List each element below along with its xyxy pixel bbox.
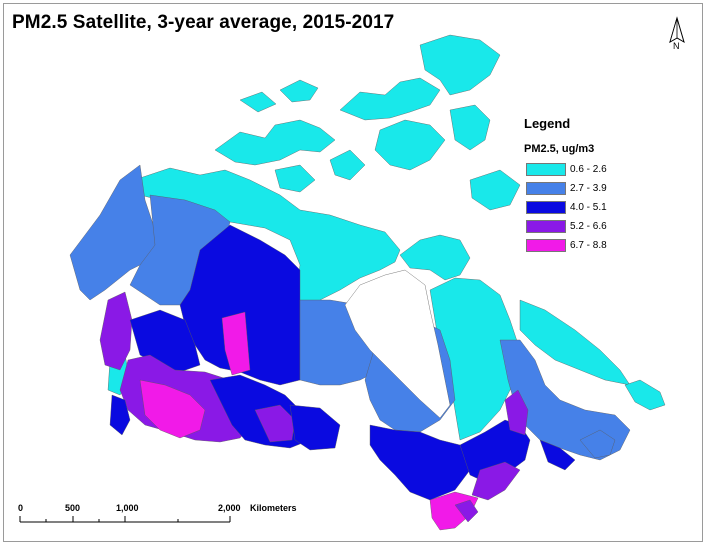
scale-tick-label: 1,000 [116,503,139,513]
map-title: PM2.5 Satellite, 3-year average, 2015-20… [12,12,395,33]
legend-label: 5.2 - 6.6 [570,221,607,232]
scale-bar-graphic [19,516,231,523]
scale-tick-label: 500 [65,503,81,513]
legend-title: Legend [524,116,571,131]
arctic-islands [214,34,521,211]
legend-swatch [526,182,566,195]
legend-label: 6.7 - 8.8 [570,240,607,251]
legend-label: 2.7 - 3.9 [570,183,607,194]
legend-subtitle: PM2.5, ug/m3 [524,143,595,155]
legend-swatch [526,163,566,176]
legend-swatch [526,239,566,252]
northern-mainland [107,167,631,441]
western-regions [69,164,631,461]
southwest-regions [99,291,341,451]
legend-swatch [526,220,566,233]
legend-row: 4.0 - 5.1 [524,198,674,217]
legend: Legend PM2.5, ug/m3 0.6 - 2.6 2.7 - 3.9 … [524,116,674,255]
eastern-south-regions [369,379,666,531]
north-arrow-icon [669,16,685,44]
hudson-bay [344,269,451,419]
legend-label: 4.0 - 5.1 [570,202,607,213]
legend-row: 2.7 - 3.9 [524,179,674,198]
north-label: N [673,41,680,51]
scale-tick-label: 0 [18,503,24,513]
legend-row: 6.7 - 8.8 [524,236,674,255]
legend-row: 5.2 - 6.6 [524,217,674,236]
legend-label: 0.6 - 2.6 [570,164,607,175]
legend-swatch [526,201,566,214]
legend-row: 0.6 - 2.6 [524,160,674,179]
scale-tick-label: 2,000 [218,503,241,513]
scale-unit-label: Kilometers [250,503,297,513]
